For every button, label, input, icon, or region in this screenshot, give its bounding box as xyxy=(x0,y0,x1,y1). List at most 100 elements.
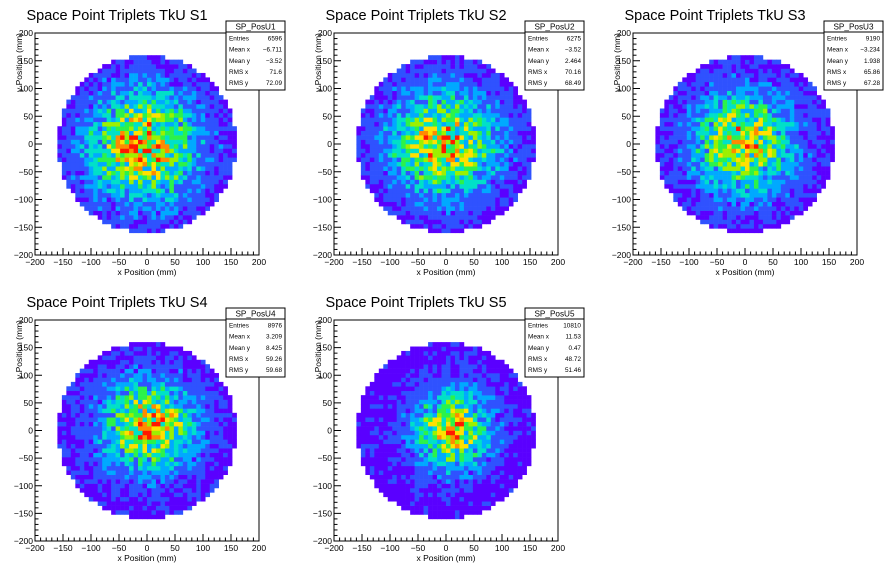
heatmap-cell xyxy=(816,166,822,171)
heatmap-cell xyxy=(405,192,411,198)
x-tick-label: 50 xyxy=(170,257,180,267)
heatmap-cell xyxy=(472,215,478,220)
heatmap-cell xyxy=(84,183,90,189)
heatmap-cell xyxy=(142,64,148,69)
heatmap-cell xyxy=(499,179,505,185)
heatmap-cell xyxy=(481,210,487,216)
heatmap-cell xyxy=(463,197,469,203)
heatmap-cell xyxy=(428,206,433,211)
heatmap-cell xyxy=(713,175,719,180)
plot-title: Space Point Triplets TkU S4 xyxy=(26,295,207,311)
heatmap-cell xyxy=(472,148,478,154)
heatmap-cell xyxy=(437,206,442,211)
heatmap-cell xyxy=(124,487,130,493)
heatmap-cell xyxy=(691,170,697,176)
heatmap-cell xyxy=(151,443,157,449)
heatmap-cell xyxy=(771,157,777,163)
heatmap-cell xyxy=(798,135,804,140)
heatmap-cell xyxy=(61,408,67,414)
heatmap-cell xyxy=(160,403,166,409)
heatmap-cell xyxy=(106,403,112,409)
heatmap-cell xyxy=(147,395,152,400)
heatmap-cell xyxy=(780,90,786,96)
heatmap-cell xyxy=(369,95,375,100)
heatmap-cell xyxy=(205,152,211,158)
heatmap-cell xyxy=(423,197,429,203)
heatmap-cell xyxy=(160,510,166,515)
heatmap-cell xyxy=(84,126,90,131)
heatmap-cell xyxy=(200,135,206,140)
heatmap-cell xyxy=(686,108,692,114)
heatmap-cell xyxy=(825,175,831,180)
heatmap-cell xyxy=(106,86,112,92)
heatmap-cell xyxy=(736,55,741,60)
heatmap-cell xyxy=(102,219,107,225)
heatmap-cell xyxy=(767,90,773,96)
heatmap-cell xyxy=(378,108,384,114)
heatmap-cell xyxy=(223,99,228,105)
heatmap-cell xyxy=(410,135,415,140)
heatmap-cell xyxy=(655,130,661,136)
heatmap-cell xyxy=(419,126,424,131)
heatmap-cell xyxy=(682,197,688,203)
heatmap-cell xyxy=(387,130,393,136)
heatmap-cell xyxy=(695,81,701,87)
heatmap-cell xyxy=(414,144,420,149)
heatmap-cell xyxy=(789,112,795,118)
heatmap-cell xyxy=(401,72,406,78)
heatmap-cell xyxy=(97,465,103,471)
heatmap-cell xyxy=(423,99,429,105)
heatmap-cell xyxy=(486,215,492,220)
heatmap-cell xyxy=(446,126,451,131)
heatmap-cell xyxy=(758,112,764,118)
heatmap-cell xyxy=(727,215,732,220)
heatmap-cell xyxy=(401,112,406,118)
heatmap-cell xyxy=(709,223,714,229)
heatmap-cell xyxy=(93,434,99,440)
heatmap-cell xyxy=(97,139,103,145)
heatmap-cell xyxy=(776,148,782,154)
heatmap-cell xyxy=(486,179,492,185)
heatmap-cell xyxy=(205,95,211,100)
heatmap-cell xyxy=(88,201,94,207)
heatmap-cell xyxy=(120,95,125,100)
heatmap-cell xyxy=(209,201,215,207)
heatmap-cell xyxy=(387,201,393,207)
heatmap-cell xyxy=(97,364,103,369)
heatmap-cell xyxy=(155,364,161,369)
heatmap-cell xyxy=(115,117,121,123)
heatmap-cell xyxy=(111,408,116,414)
heatmap-cell xyxy=(151,421,157,427)
heatmap-cell xyxy=(102,179,107,185)
heatmap-cell xyxy=(727,175,732,180)
heatmap-cell xyxy=(147,55,152,60)
heatmap-cell xyxy=(151,112,157,118)
heatmap-cell xyxy=(517,139,523,145)
heatmap-cell xyxy=(450,223,456,229)
heatmap-cell xyxy=(807,201,813,207)
heatmap-cell xyxy=(111,68,116,74)
heatmap-cell xyxy=(495,144,501,149)
heatmap-cell xyxy=(142,126,148,131)
heatmap-cell xyxy=(419,77,424,83)
heatmap-cell xyxy=(695,144,701,149)
heatmap-cell xyxy=(490,206,496,211)
heatmap-cell xyxy=(472,126,478,131)
x-tick-label: 100 xyxy=(794,257,808,267)
heatmap-cell xyxy=(392,197,398,203)
heatmap-cell xyxy=(182,206,188,211)
heatmap-cell xyxy=(682,135,688,140)
heatmap-cell xyxy=(365,108,371,114)
heatmap-cell xyxy=(84,86,90,92)
heatmap-cell xyxy=(387,152,393,158)
heatmap-cell xyxy=(727,108,732,114)
heatmap-cell xyxy=(365,130,371,136)
heatmap-cell xyxy=(405,139,411,145)
heatmap-cell xyxy=(531,148,536,154)
heatmap-cell xyxy=(392,86,398,92)
heatmap-cell xyxy=(463,77,469,83)
heatmap-cell xyxy=(164,465,170,471)
heatmap-cell xyxy=(205,135,211,140)
heatmap-cell xyxy=(164,452,170,458)
heatmap-cell xyxy=(414,179,420,185)
